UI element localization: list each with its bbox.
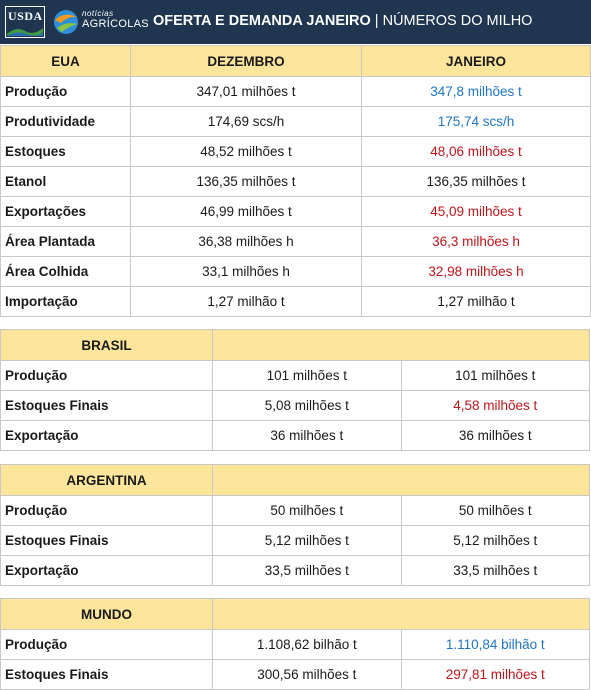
row-label: Estoques [0,136,131,167]
noticias-agricolas-globe-icon [54,10,78,34]
section-header-row: EUA DEZEMBRO JANEIRO [0,45,591,77]
value-dezembro: 36 milhões t [212,420,402,451]
value-janeiro: 297,81 milhões t [400,659,591,690]
row-label: Produção [0,76,131,107]
value-dezembro: 46,99 milhões t [130,196,362,227]
value-dezembro: 5,12 milhões t [212,525,402,556]
value-dezembro: 1.108,62 bilhão t [212,629,402,660]
table-row: Área Colhida 33,1 milhões h 32,98 milhõe… [0,256,591,287]
row-label: Área Colhida [0,256,131,287]
table-row: Etanol 136,35 milhões t 136,35 milhões t [0,166,591,197]
value-dezembro: 174,69 scs/h [130,106,362,137]
value-dezembro: 1,27 milhão t [130,286,362,317]
section-header-blank [212,598,590,630]
row-label: Importação [0,286,131,317]
table-row: Exportações 46,99 milhões t 45,09 milhõe… [0,196,591,227]
value-janeiro: 4,58 milhões t [400,390,591,421]
section-name-mundo: MUNDO [0,598,214,630]
value-janeiro: 50 milhões t [400,495,591,526]
value-janeiro: 175,74 scs/h [361,106,591,137]
table-row: Estoques Finais 5,08 milhões t 4,58 milh… [0,390,591,421]
section-name-argentina: ARGENTINA [0,464,214,496]
value-dezembro: 33,5 milhões t [212,555,402,586]
row-label: Produção [0,495,214,526]
section-name-eua: EUA [0,45,131,77]
table-row: Área Plantada 36,38 milhões h 36,3 milhõ… [0,226,591,257]
agricolas-logo-big-text: AGRÍCOLAS [82,18,149,30]
value-janeiro: 5,12 milhões t [400,525,591,556]
row-label: Exportação [0,420,214,451]
row-label: Estoques Finais [0,525,214,556]
row-label: Produtividade [0,106,131,137]
row-label: Produção [0,360,214,391]
row-label: Estoques Finais [0,659,214,690]
table-row: Produção 50 milhões t 50 milhões t [0,495,591,526]
value-dezembro: 50 milhões t [212,495,402,526]
usda-landscape-icon [7,28,43,36]
section-name-brasil: BRASIL [0,329,214,361]
section-table-eua: EUA DEZEMBRO JANEIRO Produção 347,01 mil… [0,45,591,317]
value-janeiro: 33,5 milhões t [400,555,591,586]
value-dezembro: 101 milhões t [212,360,402,391]
table-row: Estoques Finais 300,56 milhões t 297,81 … [0,659,591,690]
value-janeiro: 347,8 milhões t [361,76,591,107]
row-label: Estoques Finais [0,390,214,421]
section-header-blank [212,329,590,361]
page-header: USDA notícias AGRÍCOLAS OFERTA E DEMANDA… [0,0,591,44]
table-row: Estoques 48,52 milhões t 48,06 milhões t [0,136,591,167]
table-row: Produção 1.108,62 bilhão t 1.110,84 bilh… [0,629,591,660]
table-row: Estoques Finais 5,12 milhões t 5,12 milh… [0,525,591,556]
value-dezembro: 347,01 milhões t [130,76,362,107]
page-title: OFERTA E DEMANDA JANEIRO | NÚMEROS DO MI… [153,13,532,29]
value-dezembro: 36,38 milhões h [130,226,362,257]
row-label: Etanol [0,166,131,197]
row-label: Exportações [0,196,131,227]
row-label: Área Plantada [0,226,131,257]
section-table-mundo: MUNDO Produção 1.108,62 bilhão t 1.110,8… [0,598,591,690]
value-janeiro: 45,09 milhões t [361,196,591,227]
page-title-rest: NÚMEROS DO MILHO [382,13,533,29]
page-title-bold: OFERTA E DEMANDA JANEIRO [153,13,371,29]
value-janeiro: 36 milhões t [400,420,591,451]
section-header-blank [212,464,590,496]
section-header-row: ARGENTINA [0,464,590,496]
section-table-brasil: BRASIL Produção 101 milhões t 101 milhõe… [0,329,591,451]
value-janeiro: 136,35 milhões t [361,166,591,197]
value-dezembro: 300,56 milhões t [212,659,402,690]
value-janeiro: 1.110,84 bilhão t [400,629,591,660]
value-janeiro: 32,98 milhões h [361,256,591,287]
value-dezembro: 33,1 milhões h [130,256,362,287]
value-janeiro: 101 milhões t [400,360,591,391]
usda-logo-text: USDA [8,9,43,23]
table-row: Exportação 36 milhões t 36 milhões t [0,420,591,451]
noticias-logo-small-text: notícias [82,9,114,18]
row-label: Exportação [0,555,214,586]
value-janeiro: 36,3 milhões h [361,226,591,257]
value-janeiro: 1,27 milhão t [361,286,591,317]
value-janeiro: 48,06 milhões t [361,136,591,167]
table-row: Produção 101 milhões t 101 milhões t [0,360,591,391]
page-title-separator: | [370,13,383,29]
row-label: Produção [0,629,214,660]
table-row: Importação 1,27 milhão t 1,27 milhão t [0,286,591,317]
section-header-row: MUNDO [0,598,590,630]
section-header-row: BRASIL [0,329,590,361]
table-row: Produtividade 174,69 scs/h 175,74 scs/h [0,106,591,137]
section-table-argentina: ARGENTINA Produção 50 milhões t 50 milhõ… [0,464,591,586]
value-dezembro: 48,52 milhões t [130,136,362,167]
noticias-agricolas-logo: notícias AGRÍCOLAS [52,7,149,39]
value-dezembro: 136,35 milhões t [130,166,362,197]
value-dezembro: 5,08 milhões t [212,390,402,421]
table-row: Produção 347,01 milhões t 347,8 milhões … [0,76,591,107]
column-header-janeiro: JANEIRO [361,45,591,77]
table-row: Exportação 33,5 milhões t 33,5 milhões t [0,555,591,586]
usda-logo: USDA [5,6,45,38]
column-header-dezembro: DEZEMBRO [130,45,362,77]
